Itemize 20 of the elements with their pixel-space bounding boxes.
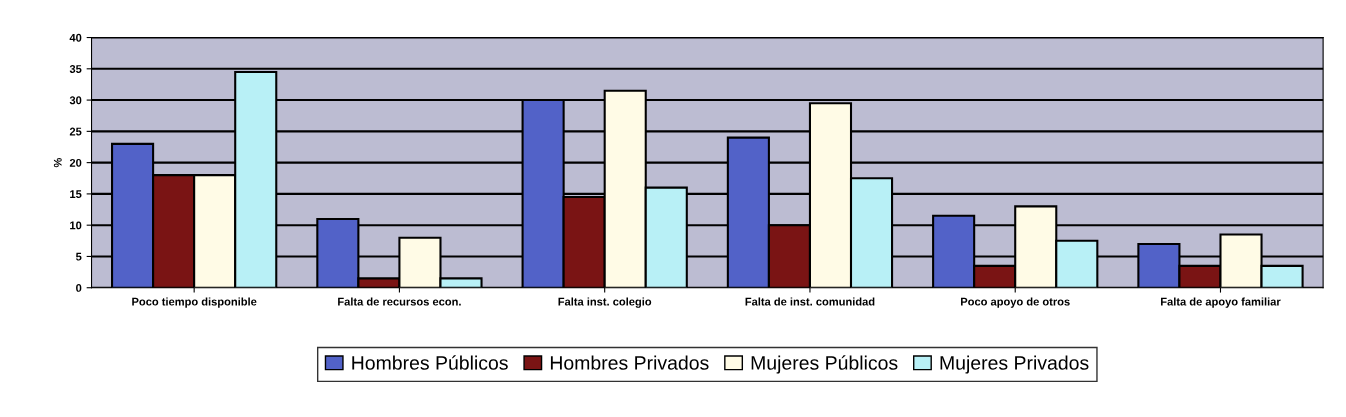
- y-tick-label: 10: [70, 221, 82, 230]
- y-tick-label: 25: [69, 127, 82, 136]
- y-tick-label: 0: [76, 284, 82, 292]
- legend-label: Hombres Privados: [550, 355, 709, 370]
- x-tick-label: Poco apoyo de otros: [961, 297, 1070, 308]
- y-tick-label: 15: [70, 190, 82, 199]
- y-tick-label: 30: [69, 96, 82, 105]
- y-tick-label: 20: [69, 158, 82, 167]
- x-tick-label: Falta de recursos econ.: [338, 297, 461, 306]
- legend-label: Hombres Públicos: [352, 355, 508, 370]
- x-tick-label: Falta inst. colegio: [558, 297, 652, 308]
- x-tick-label: Falta de apoyo familiar: [1161, 297, 1281, 308]
- y-tick-label: 5: [75, 252, 82, 261]
- y-axis-title: %: [53, 157, 62, 168]
- legend-label: Mujeres Públicos: [751, 355, 898, 374]
- x-tick-label: Falta de inst. comunidad: [745, 297, 875, 306]
- y-tick-label: 40: [69, 33, 82, 42]
- y-tick-label: 35: [69, 65, 82, 73]
- x-tick-label: Poco tiempo disponible: [132, 297, 257, 308]
- legend-label: Mujeres Privados: [940, 355, 1089, 374]
